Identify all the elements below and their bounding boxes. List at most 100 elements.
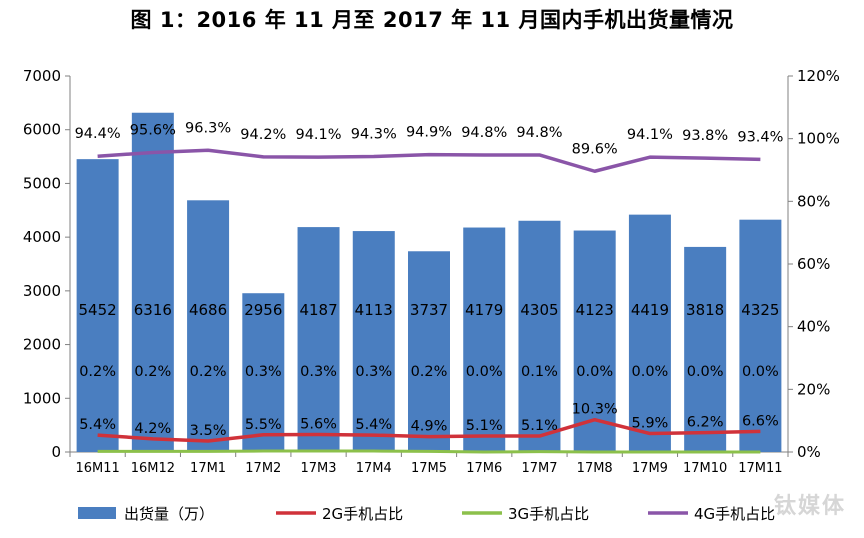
bar-value-label: 4419 xyxy=(631,301,669,319)
series-2g-label: 5.4% xyxy=(79,417,116,433)
bar-value-label: 6316 xyxy=(134,301,172,319)
series-2g-label: 6.2% xyxy=(687,415,724,431)
series-4g-label: 93.8% xyxy=(682,128,728,144)
series-2g-label: 5.1% xyxy=(466,418,503,434)
series-4g-label: 94.1% xyxy=(295,127,341,143)
series-4g-label: 89.6% xyxy=(572,141,618,157)
bar-value-label: 4187 xyxy=(299,301,337,319)
chart-title: 图 1：2016 年 11 月至 2017 年 11 月国内手机出货量情况 xyxy=(130,8,734,32)
series-3g-label: 0.2% xyxy=(190,364,227,380)
bar-value-label: 3818 xyxy=(686,301,724,319)
bar xyxy=(242,293,285,452)
series-2g-label: 5.4% xyxy=(355,417,392,433)
series-3g-label: 0.1% xyxy=(521,364,558,380)
bar xyxy=(297,227,340,452)
y-left-tick-label: 6000 xyxy=(23,121,61,139)
bar-value-label: 4179 xyxy=(465,301,503,319)
x-tick-label: 17M10 xyxy=(683,461,727,476)
series-3g-label: 0.0% xyxy=(576,364,613,380)
x-tick-label: 17M8 xyxy=(577,461,613,476)
legend-swatch xyxy=(78,507,116,519)
bar xyxy=(76,159,119,452)
x-tick-label: 17M2 xyxy=(245,461,281,476)
x-tick-label: 16M12 xyxy=(131,461,175,476)
y-right-tick-label: 60% xyxy=(797,255,830,273)
series-2g-label: 4.9% xyxy=(411,419,448,435)
bar xyxy=(573,230,616,452)
bar-value-label: 3737 xyxy=(410,301,448,319)
y-left-tick-label: 5000 xyxy=(23,174,61,192)
series-2g-label: 5.5% xyxy=(245,417,282,433)
bar xyxy=(352,231,395,452)
y-left-tick-label: 3000 xyxy=(23,282,61,300)
series-2g-label: 4.2% xyxy=(134,421,171,437)
bar xyxy=(408,251,450,452)
bar-value-label: 4686 xyxy=(189,301,227,319)
bar xyxy=(187,200,230,452)
series-4g-label: 93.4% xyxy=(737,129,783,145)
bar xyxy=(463,227,506,452)
series-2g-label: 5.6% xyxy=(300,416,337,432)
y-right-tick-label: 20% xyxy=(797,380,830,398)
bar-value-label: 5452 xyxy=(79,301,117,319)
series-4g-label: 96.3% xyxy=(185,120,231,136)
legend-label: 3G手机占比 xyxy=(508,505,589,523)
series-4g-label: 94.8% xyxy=(516,125,562,141)
series-3g-label: 0.3% xyxy=(245,364,282,380)
x-tick-label: 17M3 xyxy=(301,461,337,476)
series-2g-label: 10.3% xyxy=(572,402,618,418)
data-labels: 5452 6316 4686 2956 4187 4113 3737 4179 4305 4123… xyxy=(75,120,784,439)
series-line xyxy=(97,417,761,443)
x-tick-label: 17M7 xyxy=(521,461,557,476)
bar xyxy=(739,219,782,452)
bar xyxy=(131,112,174,452)
series-4g-label: 94.8% xyxy=(461,125,507,141)
series-3g-label: 0.0% xyxy=(466,364,503,380)
series-3g-label: 0.2% xyxy=(134,364,171,380)
bar-value-label: 4113 xyxy=(355,301,393,319)
series-4g-label: 94.1% xyxy=(627,127,673,143)
x-tick-label: 17M5 xyxy=(411,461,447,476)
series-3g-label: 0.2% xyxy=(79,364,116,380)
series-4g-label: 94.4% xyxy=(75,126,121,142)
series-4g-label: 94.3% xyxy=(351,127,397,143)
bar xyxy=(628,214,671,452)
bar-value-label: 4123 xyxy=(576,301,614,319)
legend-label: 出货量（万） xyxy=(124,505,214,523)
series-3g-label: 0.3% xyxy=(355,364,392,380)
y-right-tick-label: 0% xyxy=(797,443,821,461)
bar-value-label: 4305 xyxy=(520,301,558,319)
x-tick-label: 17M1 xyxy=(190,461,226,476)
x-tick-label: 16M11 xyxy=(75,461,119,476)
y-right-tick-label: 100% xyxy=(797,130,840,148)
series-2g-label: 3.5% xyxy=(190,423,227,439)
y-left-tick-label: 4000 xyxy=(23,228,61,246)
y-right-tick-label: 80% xyxy=(797,192,830,210)
series-2g-label: 5.1% xyxy=(521,418,558,434)
series-3g-label: 0.0% xyxy=(742,364,779,380)
y-left-tick-label: 1000 xyxy=(23,389,61,407)
legend-label: 4G手机占比 xyxy=(694,505,775,523)
x-tick-label: 17M9 xyxy=(632,461,668,476)
series-3g-label: 0.3% xyxy=(300,364,337,380)
bar-series xyxy=(76,112,782,452)
bar xyxy=(518,220,561,452)
y-right-tick-label: 120% xyxy=(797,67,840,85)
x-tick-label: 17M4 xyxy=(356,461,392,476)
bar-value-label: 4325 xyxy=(741,301,779,319)
legend-label: 2G手机占比 xyxy=(322,505,403,523)
series-2g-label: 6.6% xyxy=(742,413,779,429)
y-left-tick-label: 0 xyxy=(51,443,61,461)
series-line xyxy=(97,148,761,174)
y-left-tick-label: 2000 xyxy=(23,336,61,354)
watermark-logo: 钛媒体 xyxy=(773,494,846,519)
series-4g-label: 94.2% xyxy=(240,127,286,143)
series-4g-label: 94.9% xyxy=(406,125,452,141)
bar xyxy=(684,246,727,452)
legend: 出货量（万） 2G手机占比 3G手机占比 4G手机占比 xyxy=(78,505,775,523)
y-right-tick-label: 40% xyxy=(797,318,830,336)
x-tick-label: 17M6 xyxy=(466,461,502,476)
y-left-tick-label: 7000 xyxy=(23,67,61,85)
series-4g-label: 95.6% xyxy=(130,122,176,138)
